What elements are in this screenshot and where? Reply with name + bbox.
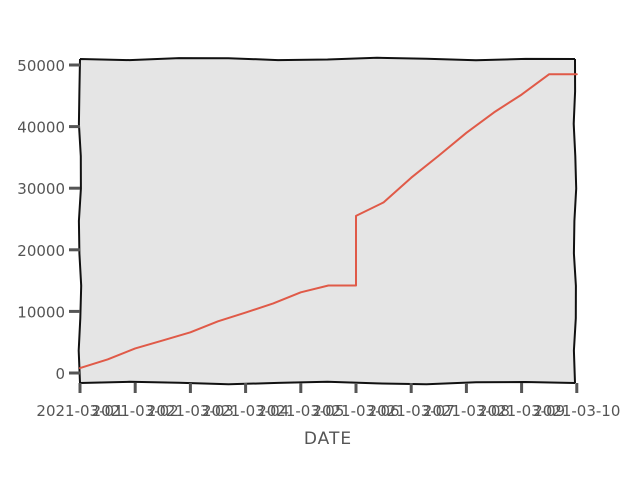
- plot-frame: [77, 56, 578, 386]
- y-tick-label: 0: [55, 365, 65, 383]
- y-axis: 0 10000 20000 30000 40000 50000: [17, 57, 80, 383]
- series-line: [79, 73, 578, 370]
- y-tick-label: 10000: [17, 303, 65, 321]
- x-tick-label: 2021-03-05: [257, 402, 344, 420]
- x-tick-label: 2021-03-09: [478, 402, 565, 420]
- plot-area-background: [80, 59, 575, 383]
- x-tick-label: 2021-03-06: [312, 402, 399, 420]
- x-tick-label: 2021-03-01: [36, 402, 123, 420]
- series-group: [79, 73, 578, 370]
- x-axis-title: DATE: [304, 429, 352, 449]
- x-tick-label: 2021-03-10: [533, 402, 620, 420]
- x-axis: 2021-03-012021-03-022021-03-032021-03-04…: [36, 383, 620, 420]
- y-tick-label: 20000: [17, 242, 65, 260]
- x-tick-label: 2021-03-03: [147, 402, 234, 420]
- x-tick-label: 2021-03-02: [92, 402, 179, 420]
- x-tick-label: 2021-03-08: [423, 402, 510, 420]
- y-tick-label: 30000: [17, 180, 65, 198]
- x-tick-label: 2021-03-04: [202, 402, 289, 420]
- y-tick-label: 40000: [17, 119, 65, 137]
- y-tick-label: 50000: [17, 57, 65, 75]
- x-tick-label: 2021-03-07: [368, 402, 455, 420]
